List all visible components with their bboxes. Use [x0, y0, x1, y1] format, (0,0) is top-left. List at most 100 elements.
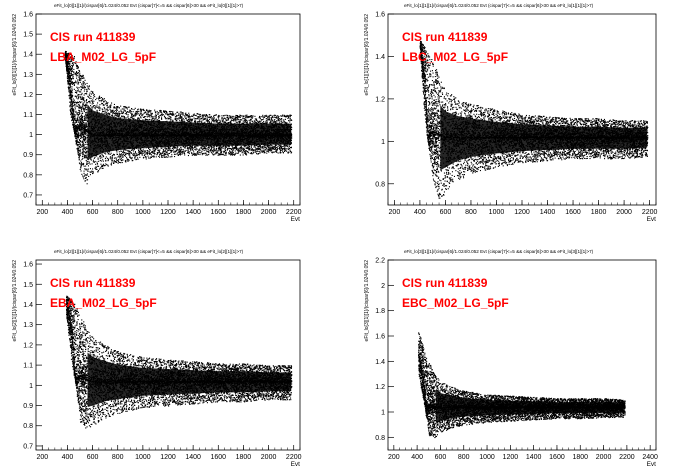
data-point	[175, 147, 177, 149]
data-point	[158, 151, 160, 153]
data-point	[129, 153, 131, 155]
data-point	[74, 123, 76, 125]
data-point	[115, 114, 117, 116]
data-point	[80, 134, 82, 136]
data-point	[71, 60, 73, 62]
data-point	[176, 116, 178, 118]
data-point	[85, 130, 87, 132]
data-point	[147, 112, 149, 114]
data-point	[116, 153, 118, 155]
data-point	[84, 130, 86, 132]
data-point	[76, 120, 78, 122]
data-point	[168, 113, 170, 115]
data-point	[137, 117, 139, 119]
data-point	[76, 72, 78, 74]
data-point	[144, 119, 146, 121]
data-point	[90, 93, 92, 95]
data-point	[86, 143, 88, 145]
data-point	[153, 147, 155, 149]
data-point	[72, 82, 74, 84]
data-point	[78, 133, 80, 135]
data-point	[177, 118, 179, 120]
data-point	[111, 109, 113, 111]
data-point	[84, 152, 86, 154]
data-point	[70, 92, 72, 94]
data-point	[141, 153, 143, 155]
data-point	[81, 117, 83, 119]
data-point	[140, 152, 142, 154]
data-point	[78, 96, 80, 98]
data-point	[159, 110, 161, 112]
data-point	[69, 72, 71, 74]
data-point	[79, 77, 81, 79]
data-point	[166, 153, 168, 155]
data-point	[72, 112, 74, 114]
data-point	[99, 100, 101, 102]
data-point	[170, 119, 172, 121]
data-point	[143, 110, 145, 112]
data-point	[131, 115, 133, 117]
data-point	[86, 183, 88, 185]
data-point	[77, 141, 79, 143]
data-point	[127, 116, 129, 118]
data-point	[148, 151, 150, 153]
data-point	[140, 110, 142, 112]
data-point	[78, 125, 80, 127]
data-point	[165, 150, 167, 152]
data-point	[105, 163, 107, 165]
data-point	[112, 111, 114, 113]
data-point	[65, 55, 67, 57]
data-point	[134, 151, 136, 153]
data-point	[102, 160, 104, 162]
data-point	[71, 75, 73, 77]
data-point	[115, 161, 117, 163]
data-point	[78, 90, 80, 92]
data-point	[158, 149, 160, 151]
data-point	[86, 120, 88, 122]
data-point	[146, 150, 148, 152]
data-point	[79, 162, 81, 164]
data-point	[81, 123, 83, 125]
data-point	[68, 66, 70, 68]
data-point	[170, 111, 172, 113]
data-point	[72, 117, 74, 119]
data-point	[85, 102, 87, 104]
data-point	[71, 78, 73, 80]
data-point	[85, 169, 87, 171]
data-point	[128, 151, 130, 153]
data-point	[169, 113, 171, 115]
data-point	[137, 110, 139, 112]
data-point	[71, 79, 73, 81]
data-point	[115, 110, 117, 112]
data-point	[136, 153, 138, 155]
data-point	[174, 152, 176, 154]
data-point	[68, 91, 70, 93]
data-point	[74, 108, 76, 110]
data-point	[72, 115, 74, 117]
data-point	[91, 170, 93, 172]
data-point	[78, 126, 80, 128]
data-point	[83, 85, 85, 87]
data-point	[84, 87, 86, 89]
data-point	[77, 150, 79, 152]
data-point	[70, 113, 72, 115]
data-point	[124, 160, 126, 162]
data-point	[71, 67, 73, 69]
data-point	[93, 107, 95, 109]
data-point	[80, 137, 82, 139]
data-point	[101, 112, 103, 114]
data-point	[125, 112, 127, 114]
data-point	[123, 109, 125, 111]
data-point	[79, 94, 81, 96]
data-point	[145, 147, 147, 149]
data-point	[75, 73, 77, 75]
data-point	[124, 160, 126, 162]
data-point	[179, 120, 181, 122]
data-point	[108, 106, 110, 108]
data-point	[80, 118, 82, 120]
data-point	[81, 152, 83, 154]
data-point	[125, 152, 127, 154]
data-point	[76, 77, 78, 79]
data-point	[91, 163, 93, 165]
data-point	[120, 162, 122, 164]
